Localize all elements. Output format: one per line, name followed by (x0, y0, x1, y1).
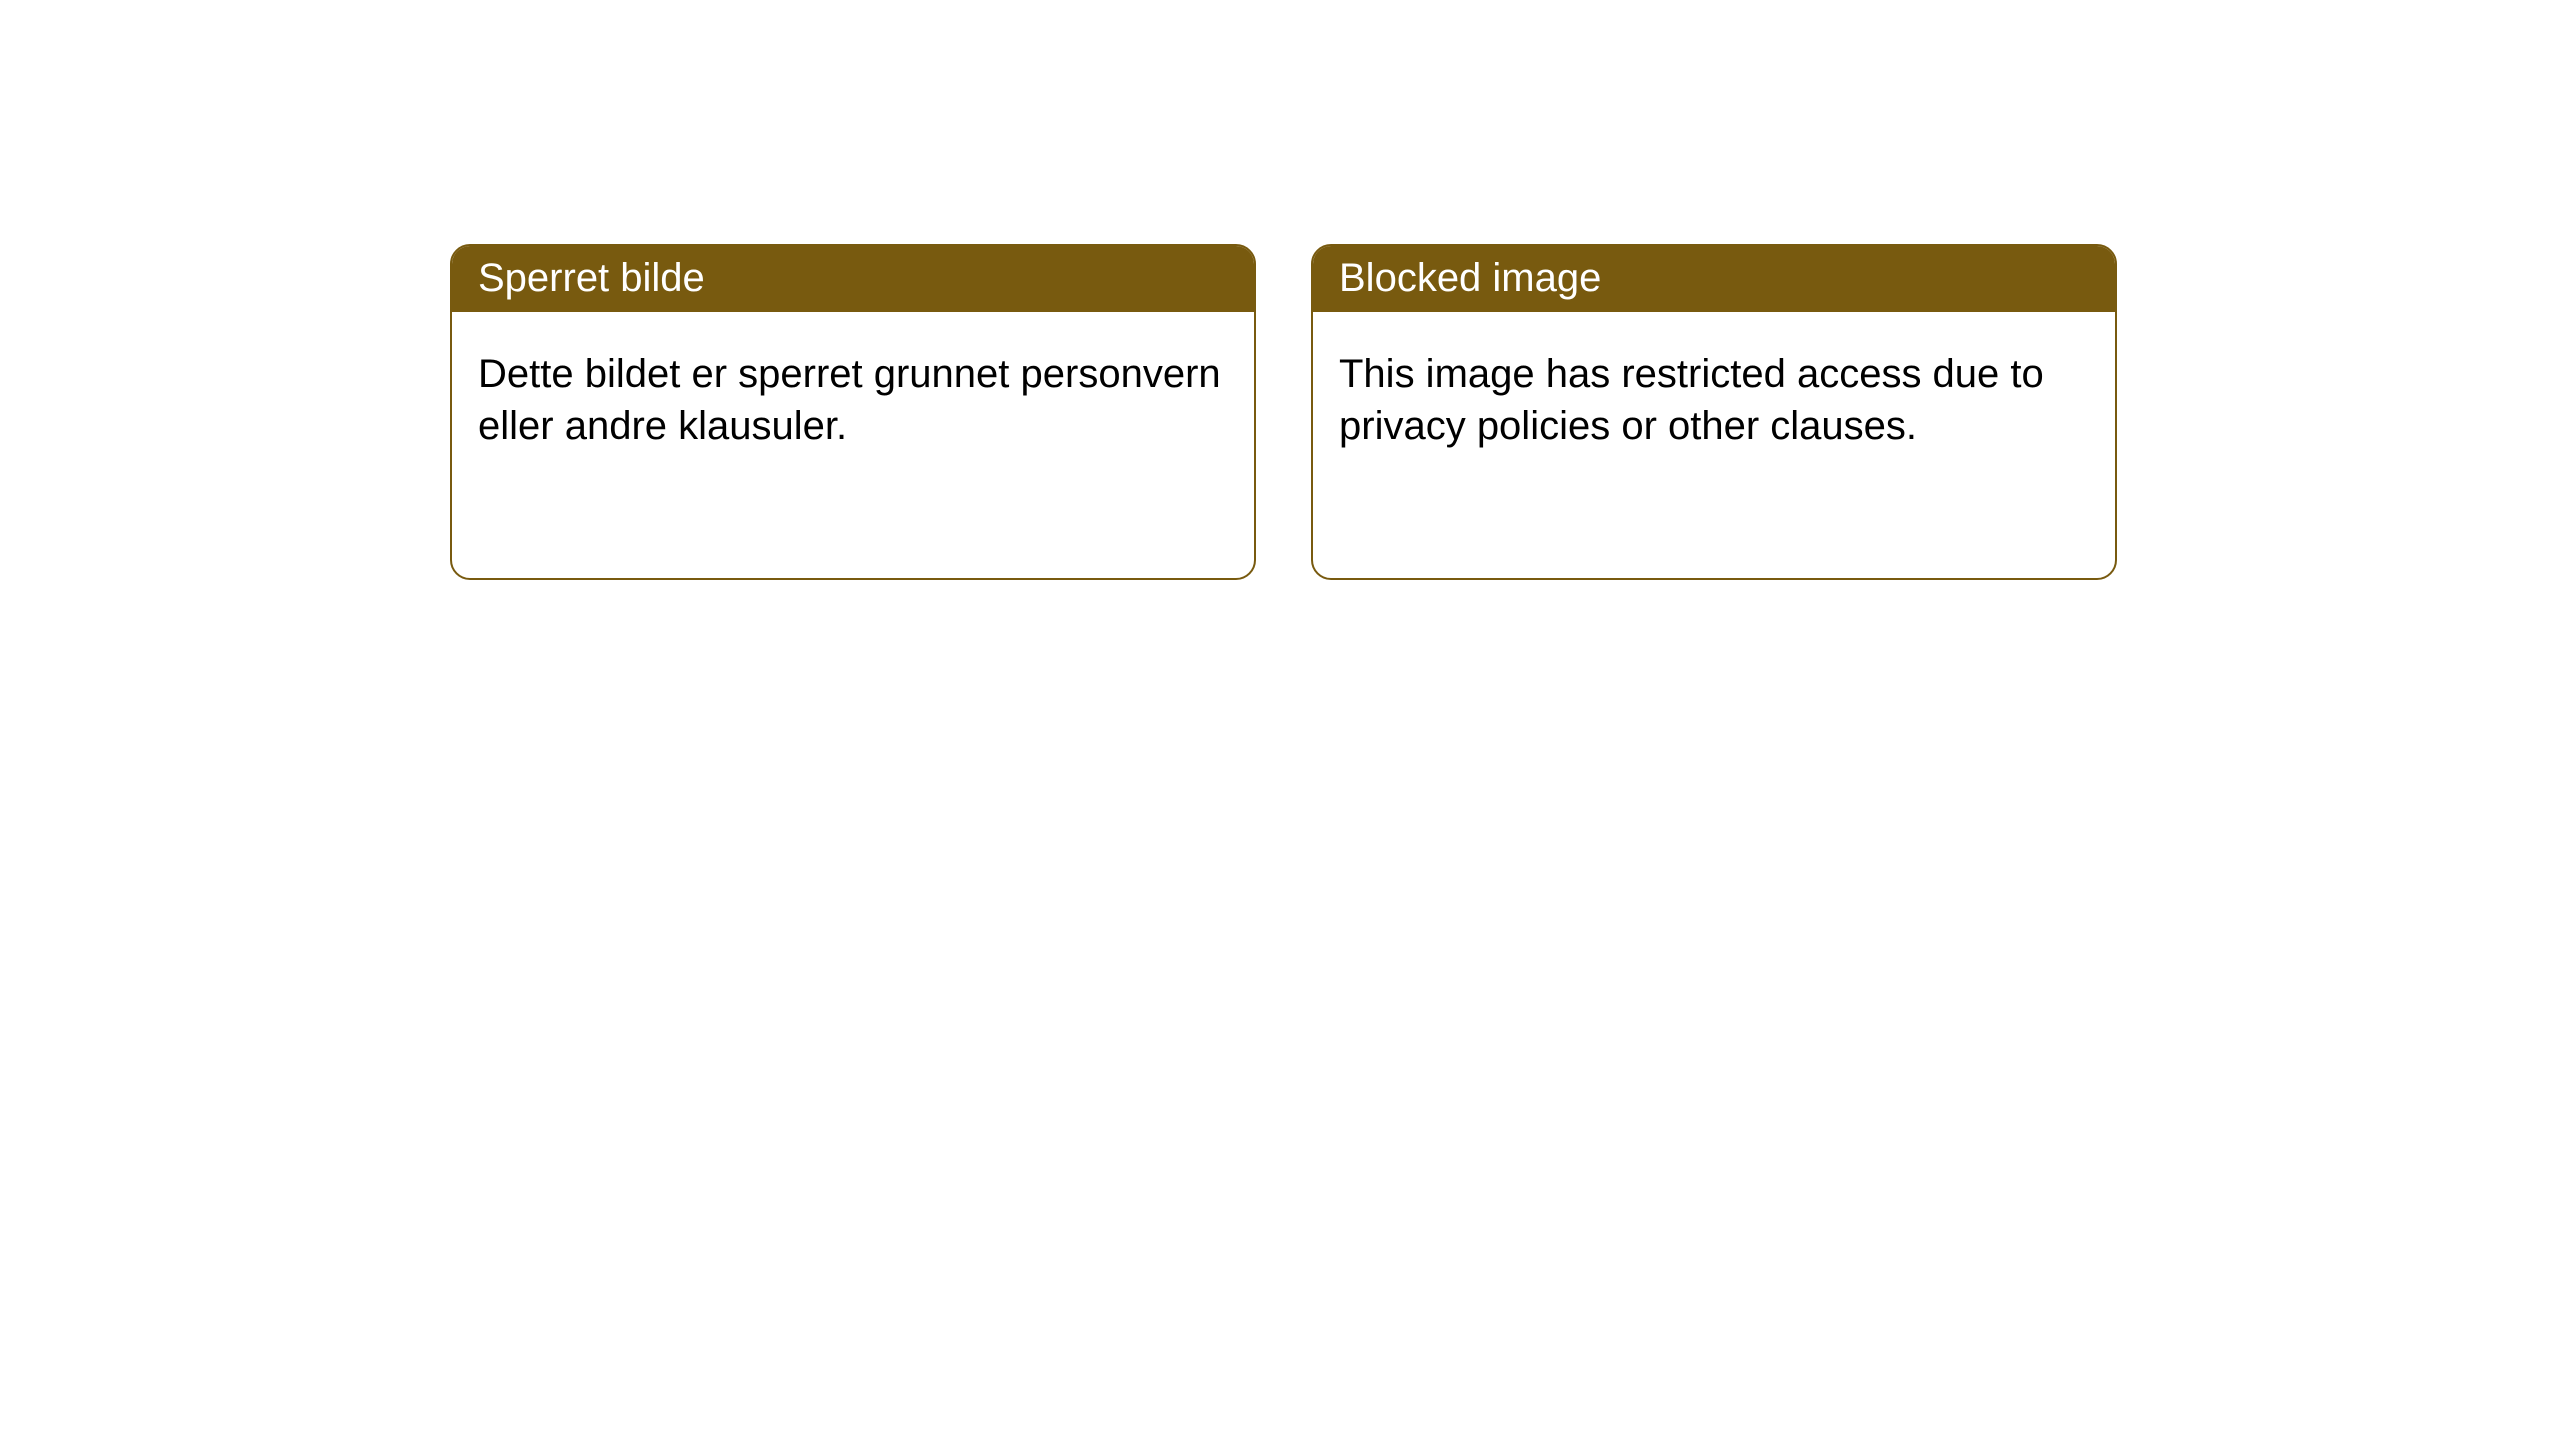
notice-box-norwegian: Sperret bilde Dette bildet er sperret gr… (450, 244, 1256, 580)
notice-body: Dette bildet er sperret grunnet personve… (452, 312, 1254, 478)
notice-header: Blocked image (1313, 246, 2115, 312)
notice-box-english: Blocked image This image has restricted … (1311, 244, 2117, 580)
notice-body: This image has restricted access due to … (1313, 312, 2115, 478)
notice-container: Sperret bilde Dette bildet er sperret gr… (0, 0, 2560, 580)
notice-header: Sperret bilde (452, 246, 1254, 312)
